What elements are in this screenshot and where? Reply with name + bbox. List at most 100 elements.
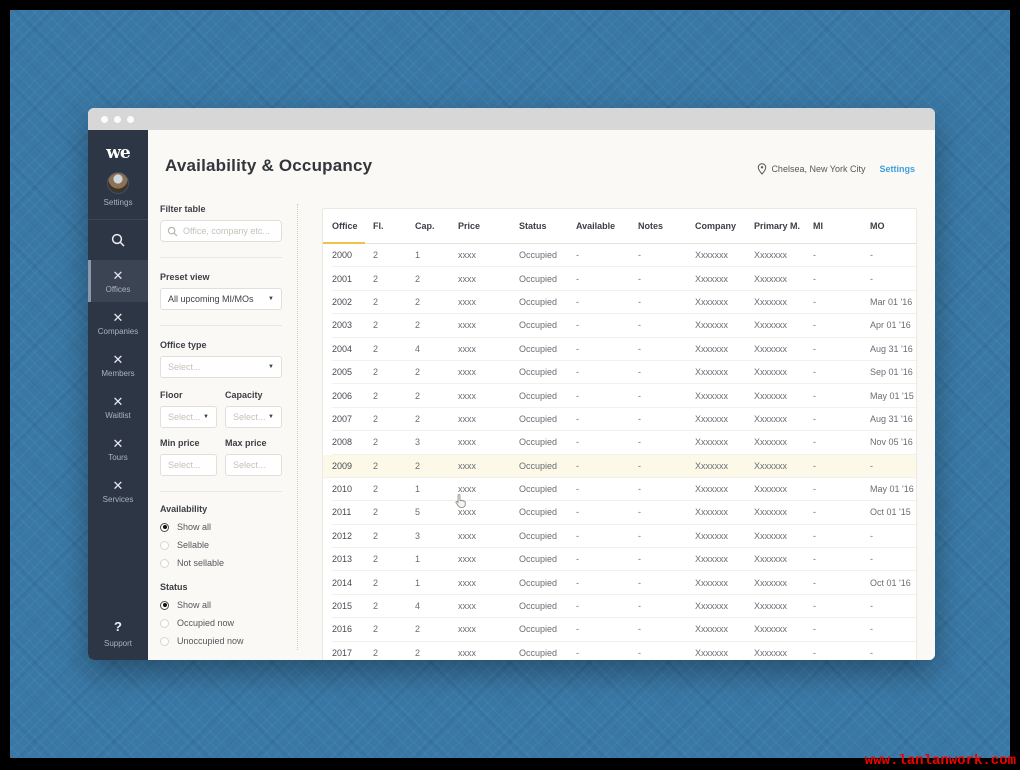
radio-icon[interactable] <box>160 618 169 628</box>
cell-notes: - <box>638 437 641 448</box>
avatar[interactable] <box>107 172 129 194</box>
window-titlebar[interactable] <box>88 108 935 130</box>
window-dot-2[interactable] <box>114 115 121 123</box>
table-row[interactable]: 2011 2 5 xxxx Occupied - - Xxxxxxx Xxxxxxx - Oct 0… <box>332 501 916 525</box>
max-price-input[interactable]: Select... <box>225 454 282 476</box>
column-header-price[interactable]: Price <box>458 221 481 231</box>
status-occupied-now-option[interactable]: Occupied now <box>160 618 282 628</box>
table-row[interactable]: 2009 2 2 xxxx Occupied - - Xxxxxxx Xxxxxxx - - <box>323 454 916 478</box>
table-row[interactable]: 2000 2 1 xxxx Occupied - - Xxxxxxx Xxxxxxx - - <box>332 244 916 268</box>
sidebar-item-companies[interactable]: ✕ Companies <box>88 302 148 344</box>
office-type-select[interactable]: Select... ▼ <box>160 356 282 378</box>
filter-search-input[interactable]: Office, company etc... <box>160 220 282 242</box>
column-header-fl[interactable]: Fl. <box>373 221 384 231</box>
table-row[interactable]: 2001 2 2 xxxx Occupied - - Xxxxxxx Xxxxxxx - - <box>332 267 916 291</box>
table-row[interactable]: 2004 2 4 xxxx Occupied - - Xxxxxxx Xxxxxxx - Aug 3… <box>332 338 916 361</box>
window-dot-1[interactable] <box>101 115 108 123</box>
preset-view-select[interactable]: All upcoming MI/MOs ▼ <box>160 288 282 310</box>
radio-icon[interactable] <box>160 558 169 568</box>
sidebar-item-waitlist[interactable]: ✕ Waitlist <box>88 386 148 428</box>
cell-company: Xxxxxxx <box>695 320 729 331</box>
main-area: Availability & Occupancy Chelsea, New Yo… <box>148 130 935 660</box>
table-row[interactable]: 2014 2 1 xxxx Occupied - - Xxxxxxx Xxxxxxx - Oct 0… <box>332 571 916 595</box>
filter-divider <box>160 491 282 492</box>
cell-company: Xxxxxxx <box>695 273 729 284</box>
table-row[interactable]: 2015 2 4 xxxx Occupied - - Xxxxxxx Xxxxxxx - - <box>332 595 916 619</box>
column-header-mi[interactable]: MI <box>813 221 823 231</box>
status-show-all-option[interactable]: Show all <box>160 600 282 610</box>
floor-select[interactable]: Select... ▼ <box>160 406 217 428</box>
cell-notes: - <box>638 296 641 307</box>
sidebar-item-tours[interactable]: ✕ Tours <box>88 428 148 470</box>
cell-notes: - <box>638 554 641 565</box>
column-header-mo[interactable]: MO <box>870 221 885 231</box>
cell-fl: 2 <box>373 460 379 471</box>
column-header-company[interactable]: Company <box>695 221 737 231</box>
cell-company: Xxxxxxx <box>695 343 729 354</box>
table-row[interactable]: 2006 2 2 xxxx Occupied - - Xxxxxxx Xxxxxxx - May 0… <box>332 384 916 408</box>
cell-available: - <box>576 367 579 378</box>
table-row[interactable]: 2008 2 3 xxxx Occupied - - Xxxxxxx Xxxxxxx - Nov 0… <box>332 431 916 455</box>
cell-price: xxxx <box>458 367 476 378</box>
chevron-down-icon: ▼ <box>268 364 274 370</box>
radio-icon[interactable] <box>160 522 169 532</box>
radio-icon[interactable] <box>160 636 169 646</box>
cell-notes: - <box>638 343 641 354</box>
hand-cursor-icon <box>455 494 466 508</box>
search-icon <box>111 233 125 247</box>
filter-table-label: Filter table <box>160 204 206 214</box>
sidebar-item-search[interactable] <box>88 220 148 260</box>
sidebar-item-services[interactable]: ✕ Services <box>88 470 148 512</box>
radio-icon[interactable] <box>160 600 169 610</box>
cell-available: - <box>576 343 579 354</box>
floor-placeholder: Select... <box>168 412 201 422</box>
cell-office: 2013 <box>332 554 353 565</box>
cell-mo: Aug 31 '16 <box>870 343 913 354</box>
table-row[interactable]: 2007 2 2 xxxx Occupied - - Xxxxxxx Xxxxxxx - Aug 3… <box>332 408 916 432</box>
sidebar-item-offices[interactable]: ✕ Offices <box>88 260 148 302</box>
cell-fl: 2 <box>373 367 379 378</box>
filter-divider <box>160 257 282 258</box>
table-row[interactable]: 2016 2 2 xxxx Occupied - - Xxxxxxx Xxxxxxx - - <box>332 618 916 642</box>
column-header-office[interactable]: Office <box>332 221 358 231</box>
sidebar-item-support[interactable]: ? Support <box>88 618 148 648</box>
capacity-select[interactable]: Select... ▼ <box>225 406 282 428</box>
sidebar-item-members[interactable]: ✕ Members <box>88 344 148 386</box>
cell-available: - <box>576 250 579 261</box>
window-dot-3[interactable] <box>127 115 134 123</box>
column-header-notes[interactable]: Notes <box>638 221 664 231</box>
cell-status: Occupied <box>519 507 558 518</box>
availability-sellable-option[interactable]: Sellable <box>160 540 282 550</box>
table-row[interactable]: 2002 2 2 xxxx Occupied - - Xxxxxxx Xxxxxxx - Mar 0… <box>332 291 916 315</box>
cell-notes: - <box>638 624 641 635</box>
sidebar-item-settings[interactable]: Settings <box>88 172 148 207</box>
availability-show-all-option[interactable]: Show all <box>160 522 282 532</box>
min-price-input[interactable]: Select... <box>160 454 217 476</box>
we-logo: we <box>106 143 130 163</box>
column-header-status[interactable]: Status <box>519 221 547 231</box>
table-row[interactable]: 2005 2 2 xxxx Occupied - - Xxxxxxx Xxxxxxx - Sep 0… <box>332 361 916 385</box>
cell-primary-m: Xxxxxxx <box>754 484 788 495</box>
cell-primary-m: Xxxxxxx <box>754 577 788 588</box>
cell-fl: 2 <box>373 507 379 518</box>
column-header-primary-m[interactable]: Primary M. <box>754 221 801 231</box>
radio-label: Show all <box>177 522 212 532</box>
availability-not-sellable-option[interactable]: Not sellable <box>160 558 282 568</box>
cell-office: 2011 <box>332 507 352 518</box>
table-row[interactable]: 2010 2 1 xxxx Occupied - - Xxxxxxx Xxxxxxx - May 0… <box>332 478 916 502</box>
cell-primary-m: Xxxxxxx <box>754 390 788 401</box>
table-row[interactable]: 2012 2 3 xxxx Occupied - - Xxxxxxx Xxxxxxx - - <box>332 525 916 549</box>
table-row[interactable]: 2013 2 1 xxxx Occupied - - Xxxxxxx Xxxxxxx - - <box>332 548 916 572</box>
office-type-label: Office type <box>160 340 207 350</box>
cell-status: Occupied <box>519 273 558 284</box>
cell-mo: May 01 '16 <box>870 484 914 495</box>
table-row[interactable]: 2017 2 2 xxxx Occupied - - Xxxxxxx Xxxxxxx - - <box>332 642 916 660</box>
cell-office: 2003 <box>332 320 353 331</box>
location-settings-link[interactable]: Settings <box>879 164 915 174</box>
column-header-available[interactable]: Available <box>576 221 616 231</box>
status-unoccupied-now-option[interactable]: Unoccupied now <box>160 636 282 646</box>
cell-mi: - <box>813 390 816 401</box>
column-header-cap[interactable]: Cap. <box>415 221 435 231</box>
radio-icon[interactable] <box>160 540 169 550</box>
table-row[interactable]: 2003 2 2 xxxx Occupied - - Xxxxxxx Xxxxxxx - Apr 0… <box>332 314 916 338</box>
